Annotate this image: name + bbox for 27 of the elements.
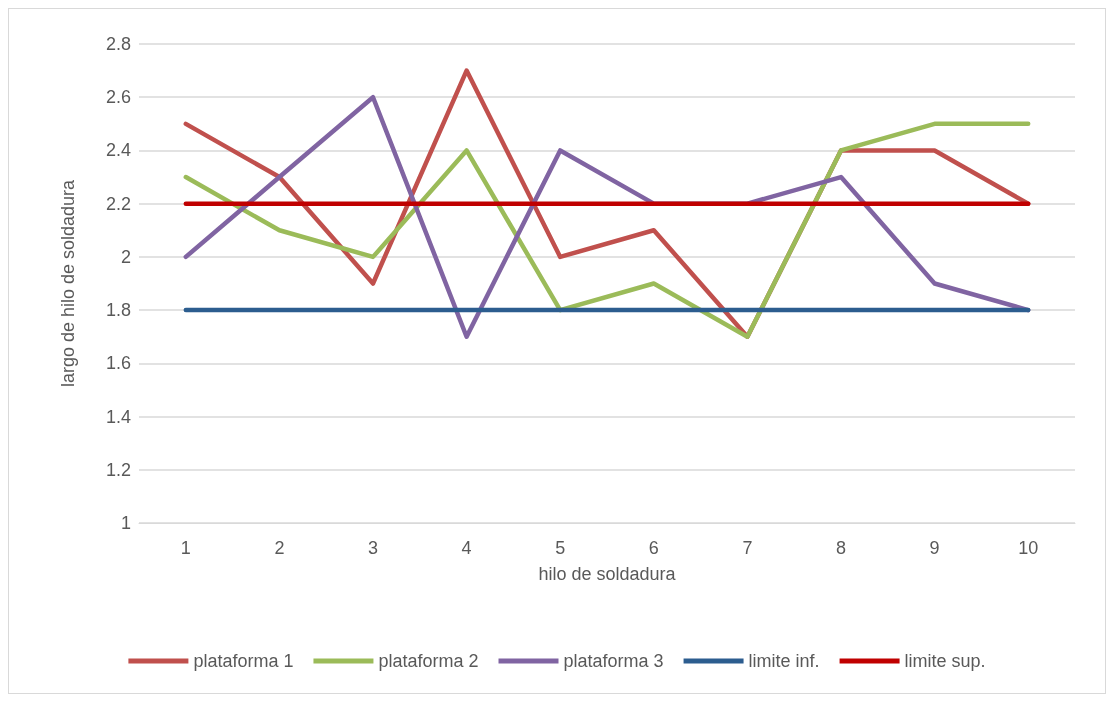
- legend-label: plataforma 1: [193, 651, 294, 671]
- legend-label: plataforma 2: [378, 651, 479, 671]
- y-axis-title: largo de hilo de soldadura: [58, 178, 78, 388]
- legend-label: limite inf.: [748, 651, 820, 671]
- x-tick-label: 2: [274, 538, 285, 558]
- x-tick-label: 10: [1018, 538, 1039, 558]
- x-tick-label: 4: [461, 538, 472, 558]
- x-tick-label: 8: [835, 538, 847, 558]
- x-axis-title: hilo de soldadura: [538, 564, 677, 584]
- x-tick-label: 9: [929, 538, 940, 558]
- x-tick-label: 5: [555, 538, 566, 558]
- y-tick-label: 1.2: [105, 459, 131, 480]
- y-tick-label: 2.4: [105, 140, 131, 161]
- y-tick-label: 1.4: [105, 406, 131, 427]
- y-tick-label: 1: [120, 513, 131, 533]
- y-tick-label: 2.6: [105, 87, 131, 108]
- x-tick-label: 3: [367, 538, 379, 558]
- y-tick-label: 1.6: [105, 353, 131, 374]
- x-tick-label: 1: [180, 538, 191, 558]
- y-tick-label: 2.2: [105, 193, 131, 214]
- y-tick-label: 1.8: [105, 300, 131, 321]
- y-tick-label: 2.8: [105, 34, 131, 54]
- x-tick-label: 7: [742, 538, 753, 558]
- legend-label: limite sup.: [904, 651, 986, 671]
- x-tick-label: 6: [648, 538, 659, 558]
- legend-label: plataforma 3: [563, 651, 664, 671]
- y-tick-label: 2: [120, 246, 131, 267]
